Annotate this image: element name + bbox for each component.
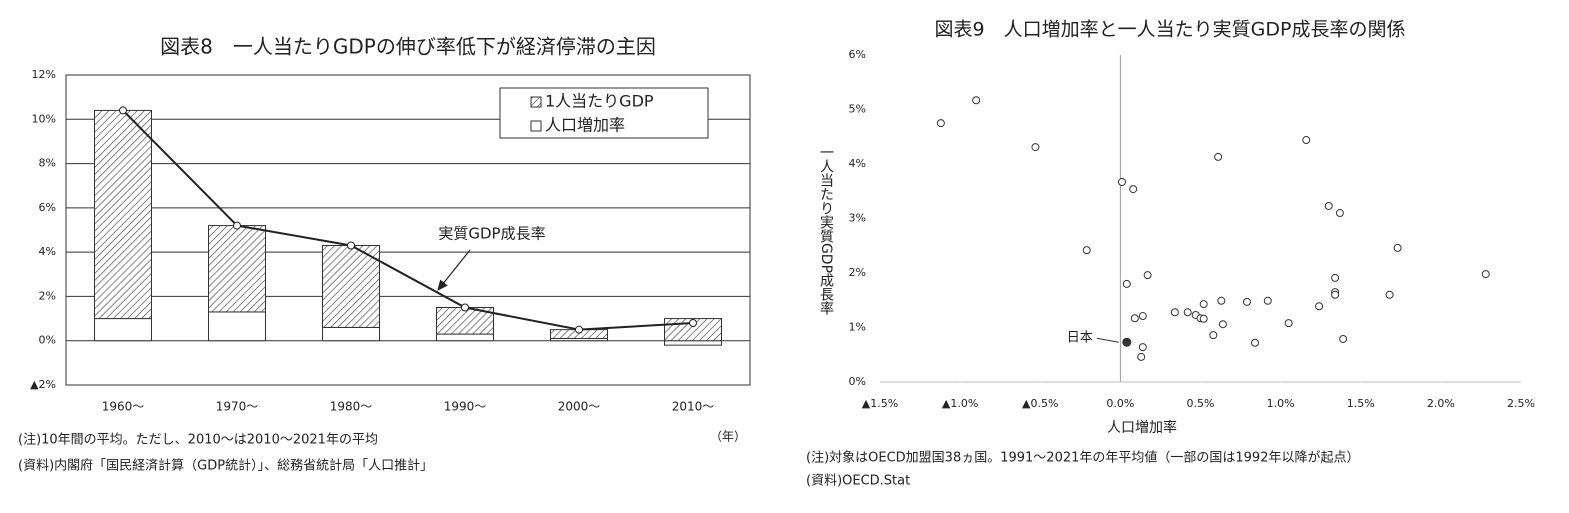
chart-title: 図表9 人口増加率と一人当たり実質GDP成長率の関係 xyxy=(935,19,1406,41)
line-marker xyxy=(461,303,469,312)
y-tick-label: 8% xyxy=(39,157,56,170)
y-tick-label: 2% xyxy=(39,289,56,302)
point xyxy=(1302,136,1311,145)
line-marker xyxy=(347,241,355,250)
x-tick-label: 1990〜 xyxy=(444,400,487,414)
point xyxy=(1122,279,1131,288)
line xyxy=(122,109,694,331)
highlight-point xyxy=(1122,337,1132,347)
x-tick-label: 1980〜 xyxy=(330,400,373,414)
bar xyxy=(664,340,722,346)
point xyxy=(1129,185,1138,194)
y-axis-label: 一人当たり実質GDP成長率 xyxy=(818,145,834,315)
note: (資料)内閣府「国民経済計算（GDP統計）」、総務省統計局「人口推計」 xyxy=(18,458,433,474)
point xyxy=(1138,312,1147,321)
bar xyxy=(322,245,380,328)
y-tick-label: 5% xyxy=(849,103,866,116)
line-marker xyxy=(689,319,697,327)
point xyxy=(1209,331,1218,340)
point xyxy=(1218,320,1227,329)
note: (注)対象はOECD加盟国38ヵ国。1991〜2021年の年平均値（一部の国は1… xyxy=(806,450,1359,466)
point xyxy=(1324,201,1333,210)
point xyxy=(1217,296,1226,305)
point xyxy=(1385,290,1394,299)
point xyxy=(1242,297,1251,306)
x-tick-label: ▲0.5% xyxy=(1022,397,1058,410)
point xyxy=(1335,209,1344,218)
bar xyxy=(208,311,266,342)
y-tick-label: 10% xyxy=(32,112,56,125)
y-tick-label: 2% xyxy=(849,266,866,279)
point xyxy=(1331,273,1340,282)
line-marker xyxy=(575,325,583,334)
point xyxy=(1170,308,1179,317)
point xyxy=(936,119,945,128)
point xyxy=(1082,246,1091,255)
point xyxy=(1117,177,1126,186)
legend-label: 1人当たりGDP xyxy=(545,92,654,111)
y-tick-label: 0% xyxy=(849,375,866,388)
point xyxy=(1199,314,1208,323)
point xyxy=(1031,143,1040,152)
point xyxy=(1393,243,1402,252)
bar xyxy=(322,326,380,342)
y-tick-label: 3% xyxy=(849,212,866,225)
point xyxy=(1339,334,1348,343)
x-tick-label: 1.5% xyxy=(1347,397,1375,410)
point xyxy=(1138,343,1147,352)
x-tick-label: 1.0% xyxy=(1267,397,1295,410)
x-axis-label: 人口増加率 xyxy=(1107,419,1177,436)
legend-swatch xyxy=(530,120,542,132)
note: (資料)OECD.Stat xyxy=(806,474,910,489)
line-marker xyxy=(233,221,241,230)
legend-label: 人口増加率 xyxy=(545,116,625,135)
y-tick-label: 4% xyxy=(849,157,866,170)
y-tick-label: 4% xyxy=(39,245,56,258)
x-tick-label: 2010〜 xyxy=(672,400,715,414)
y-tick-label: 0% xyxy=(39,334,56,347)
point xyxy=(1250,338,1259,347)
highlight-leader xyxy=(1096,337,1119,343)
point xyxy=(1137,352,1146,361)
y-tick-label: 1% xyxy=(849,321,866,334)
y-tick-label: 12% xyxy=(32,68,56,81)
x-tick-label: 0.5% xyxy=(1187,397,1215,410)
point xyxy=(1199,300,1208,309)
x-tick-label: ▲1.0% xyxy=(942,397,978,410)
legend-swatch xyxy=(530,96,542,108)
line-annotation: 実質GDP成長率 xyxy=(438,225,545,243)
point xyxy=(1284,319,1293,328)
bar xyxy=(94,318,152,342)
annotation-arrow xyxy=(437,249,471,291)
point xyxy=(1214,152,1223,161)
point xyxy=(1481,270,1490,279)
line-marker xyxy=(119,106,127,115)
x-tick-label: ▲1.5% xyxy=(862,397,898,410)
bar xyxy=(436,333,494,342)
point xyxy=(1263,296,1272,305)
point xyxy=(972,96,981,105)
x-axis-unit: （年） xyxy=(710,430,746,444)
x-tick-label: 2.0% xyxy=(1427,397,1455,410)
y-tick-label: 6% xyxy=(849,48,866,61)
y-tick-label: ▲2% xyxy=(30,378,56,391)
highlight-label: 日本 xyxy=(1067,331,1093,346)
x-tick-label: 2000〜 xyxy=(558,400,601,414)
x-tick-label: 1960〜 xyxy=(102,400,145,414)
point xyxy=(1130,314,1139,323)
y-tick-label: 6% xyxy=(39,201,56,214)
point xyxy=(1143,271,1152,280)
point xyxy=(1183,308,1192,317)
note: (注)10年間の平均。ただし、2010〜は2010〜2021年の平均 xyxy=(18,433,378,448)
x-tick-label: 1970〜 xyxy=(216,400,259,414)
x-tick-label: 2.5% xyxy=(1507,397,1535,410)
point xyxy=(1331,290,1340,299)
chart-title: 図表8 一人当たりGDPの伸び率低下が経済停滞の主因 xyxy=(160,35,656,59)
x-tick-label: 0.0% xyxy=(1106,397,1134,410)
bar xyxy=(94,109,152,320)
point xyxy=(1315,302,1324,311)
bar xyxy=(208,225,266,313)
